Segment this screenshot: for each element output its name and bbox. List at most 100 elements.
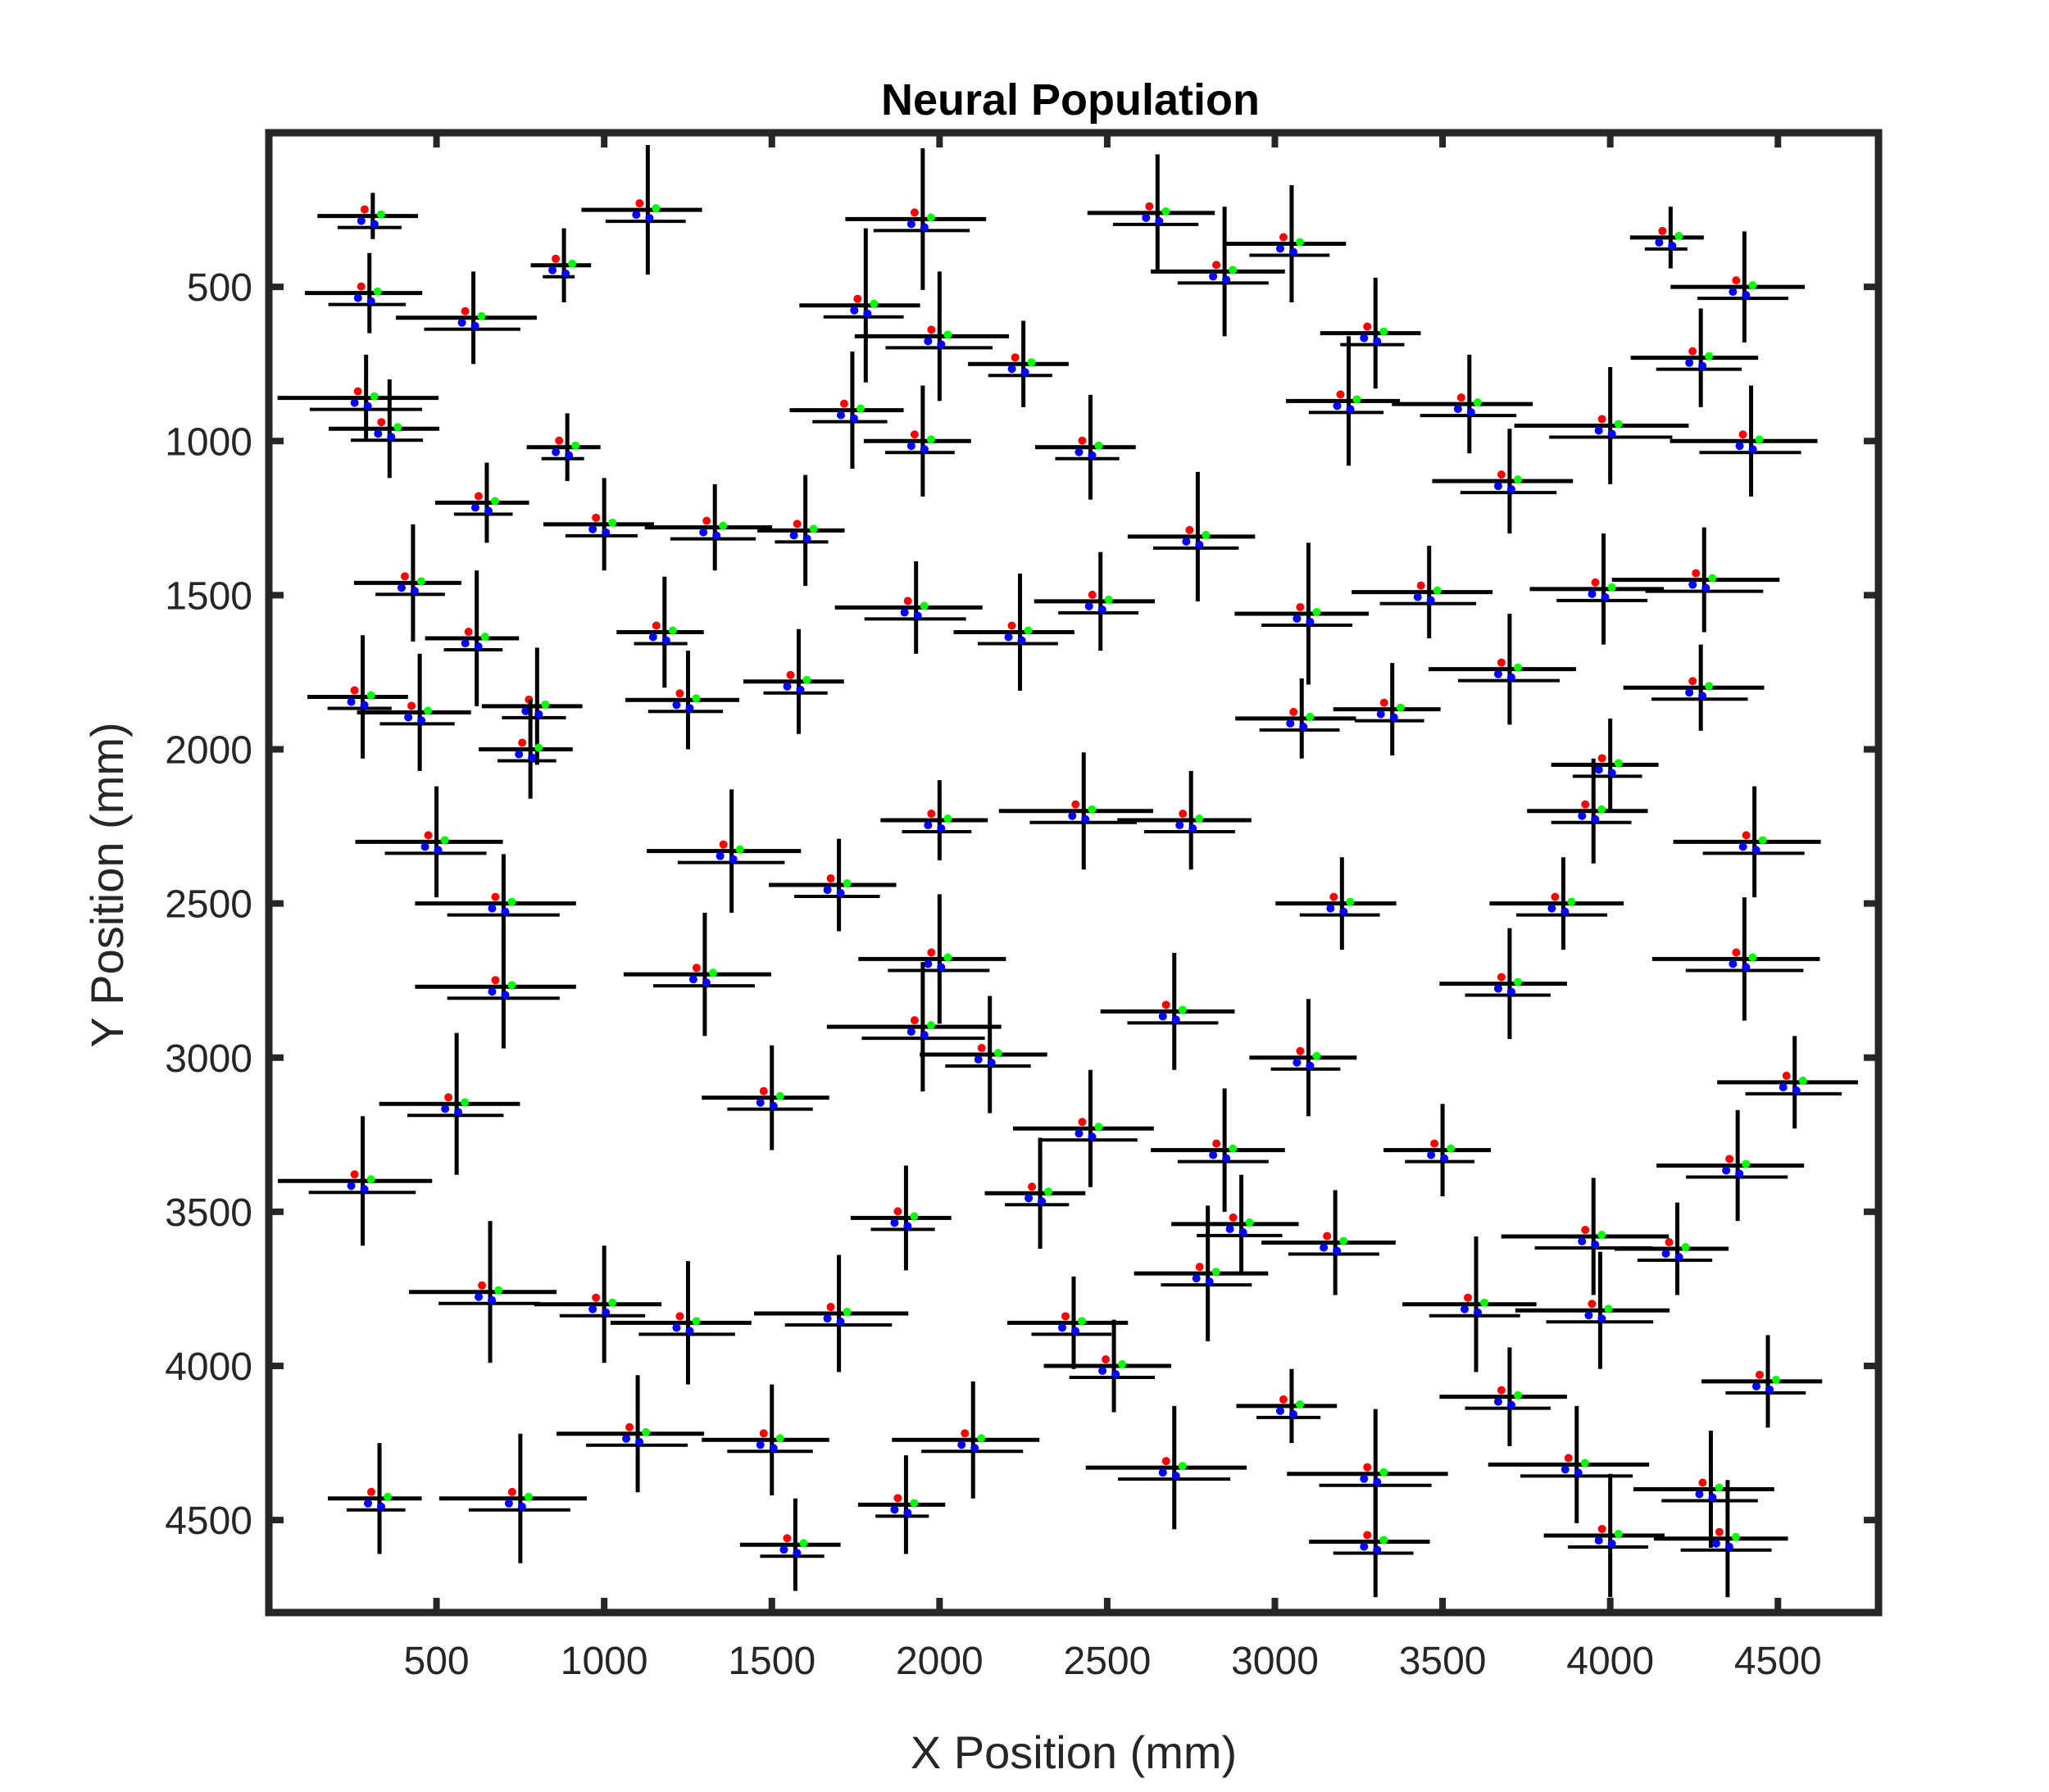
neuron-marker-green-84 [1339, 1236, 1348, 1245]
neuron-marker-blue-43 [1195, 540, 1204, 549]
neuron-marker-blue-22 [1373, 337, 1382, 346]
neuron-marker-blue-101 [1373, 1477, 1382, 1486]
x-tick-label-3000: 3000 [1231, 1640, 1319, 1683]
neuron-marker-green-14 [943, 330, 952, 339]
neuron-marker-red-29 [1738, 430, 1747, 439]
neuron-marker-green-66 [1178, 1005, 1187, 1014]
neuron-marker-green-82 [1245, 1218, 1254, 1227]
neuron-marker-blue2-17 [906, 442, 915, 451]
neuron-marker-blue2-111 [1098, 1367, 1107, 1375]
neuron-marker-blue2-20 [1209, 272, 1218, 281]
neuron-marker-green-108 [1614, 1529, 1623, 1538]
neuron-marker-green-95 [1771, 1375, 1780, 1384]
neuron-marker-red-68 [1329, 892, 1338, 901]
neuron-marker-green-54 [843, 879, 852, 888]
neuron-marker-blue-98 [769, 1444, 778, 1453]
neuron-marker-blue2-108 [1594, 1536, 1603, 1545]
neuron-marker-red-1 [357, 282, 366, 291]
neuron-marker-red-69 [1497, 973, 1506, 982]
neuron-marker-blue-25 [1668, 241, 1677, 250]
neuron-marker-blue2-73 [441, 1105, 450, 1114]
neuron-marker-green-74 [366, 1175, 375, 1184]
neuron-marker-green-101 [1379, 1468, 1388, 1477]
neuron-marker-green-85 [1597, 1230, 1606, 1239]
neuron-marker-red-21 [1279, 233, 1288, 242]
neuron-marker-blue2-7 [552, 447, 561, 456]
neuron-marker-green-80 [1742, 1159, 1751, 1168]
neuron-marker-green-53 [735, 845, 744, 854]
x-tick-label-500: 500 [404, 1640, 470, 1683]
neuron-marker-blue2-4 [374, 429, 383, 438]
neuron-marker-blue2-70 [1729, 960, 1738, 969]
neuron-marker-green-35 [541, 700, 550, 709]
neuron-marker-blue-65 [987, 1058, 996, 1067]
neuron-marker-green-20 [1229, 265, 1238, 274]
neuron-marker-blue2-86 [1661, 1250, 1670, 1259]
neuron-marker-red-79 [1430, 1139, 1439, 1148]
neuron-marker-red-6 [635, 199, 644, 208]
neuron-marker-red-93 [1464, 1293, 1472, 1302]
neuron-marker-red-32 [400, 572, 409, 581]
neuron-marker-blue-87 [488, 1295, 497, 1304]
neuron-marker-red-99 [961, 1429, 970, 1438]
neuron-marker-blue2-41 [1004, 633, 1013, 642]
neuron-marker-green-32 [416, 577, 425, 586]
neuron-marker-blue-38 [685, 704, 694, 713]
y-tick-label-2000: 2000 [165, 729, 252, 773]
neuron-marker-blue-51 [528, 753, 537, 762]
neuron-marker-blue2-56 [1175, 821, 1184, 830]
neuron-marker-green-21 [1295, 238, 1304, 247]
neuron-marker-blue2-91 [1058, 1323, 1066, 1332]
neuron-marker-blue-8 [484, 506, 493, 515]
neuron-marker-blue2-92 [1192, 1274, 1201, 1283]
neuron-marker-blue-77 [1038, 1197, 1047, 1206]
neuron-marker-green-7 [571, 441, 580, 450]
neuron-marker-blue2-23 [1333, 401, 1342, 411]
neuron-marker-green-109 [1379, 1536, 1388, 1545]
neuron-marker-blue2-67 [1293, 1058, 1302, 1067]
neuron-marker-green-63 [943, 953, 952, 962]
neuron-marker-red-76 [1078, 1118, 1087, 1127]
y-tick-label-2500: 2500 [165, 883, 252, 927]
neuron-marker-red-102 [1564, 1454, 1573, 1463]
neuron-marker-green-33 [366, 691, 375, 700]
neuron-marker-blue-44 [1306, 617, 1315, 626]
x-axis-label: X Position (mm) [911, 1726, 1237, 1778]
axes-box [265, 129, 1883, 1617]
neuron-marker-green-38 [692, 694, 701, 703]
neuron-marker-blue-12 [920, 223, 929, 232]
neuron-marker-blue-91 [1071, 1327, 1079, 1336]
neuron-marker-green-48 [1306, 712, 1315, 721]
y-tick-label-1500: 1500 [165, 574, 252, 618]
neuron-marker-red-60 [1597, 754, 1606, 763]
neuron-marker-green-93 [1480, 1298, 1488, 1307]
neuron-marker-blue2-59 [1738, 842, 1747, 851]
neuron-marker-blue-73 [454, 1108, 463, 1117]
neuron-marker-red-31 [1692, 569, 1701, 578]
neuron-marker-blue2-38 [672, 701, 681, 710]
neuron-marker-blue2-5 [548, 265, 557, 274]
neuron-marker-blue-30 [1506, 485, 1515, 494]
neuron-marker-blue2-49 [1376, 710, 1385, 719]
neuron-marker-blue-21 [1288, 247, 1297, 256]
neuron-marker-red-34 [407, 701, 416, 710]
neuron-marker-blue-33 [360, 701, 369, 710]
neuron-marker-red-65 [977, 1043, 986, 1052]
neuron-marker-red-17 [910, 430, 919, 439]
neuron-marker-blue2-36 [461, 639, 470, 648]
neuron-marker-blue2-72 [488, 987, 497, 996]
neuron-marker-blue2-46 [1493, 669, 1502, 678]
neuron-marker-blue2-66 [1158, 1012, 1167, 1021]
neuron-marker-red-7 [555, 436, 564, 445]
neuron-marker-red-16 [839, 399, 848, 408]
neuron-marker-blue-81 [1792, 1086, 1801, 1095]
neuron-marker-green-57 [943, 814, 952, 823]
neuron-marker-green-28 [1614, 420, 1623, 429]
neuron-marker-blue2-30 [1493, 482, 1502, 491]
neuron-marker-blue2-13 [850, 306, 859, 315]
neuron-marker-red-30 [1497, 470, 1506, 479]
neuron-marker-blue-40 [913, 611, 922, 620]
neuron-marker-blue-53 [729, 855, 738, 864]
neuron-marker-blue2-65 [974, 1055, 983, 1064]
neuron-marker-blue-9 [602, 528, 611, 537]
